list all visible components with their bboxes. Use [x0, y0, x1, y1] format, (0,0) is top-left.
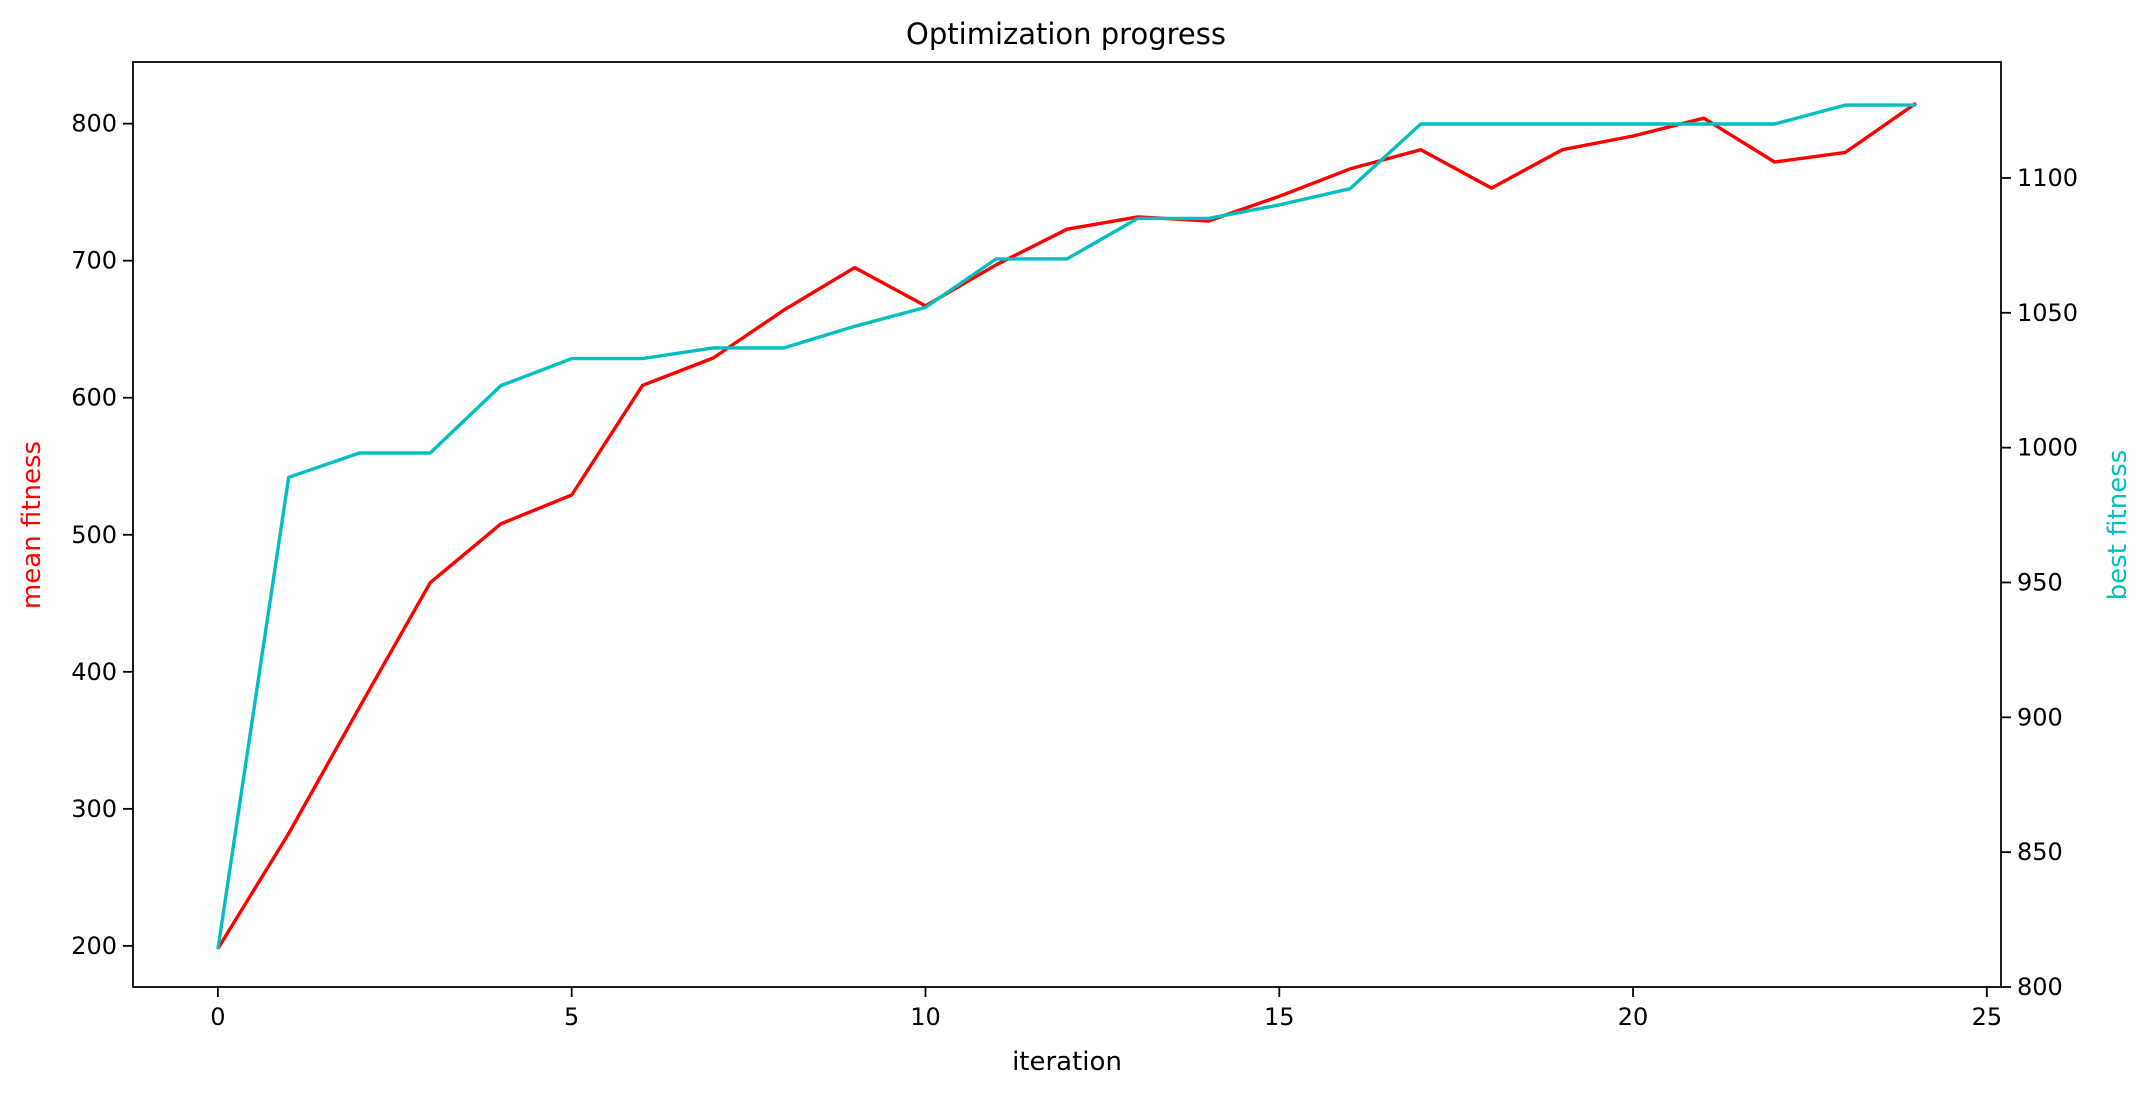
right-y-axis-label: best fitness [2103, 450, 2133, 601]
left-y-tick-label: 200 [71, 932, 117, 960]
left-y-tick-label: 400 [71, 658, 117, 686]
left-y-tick-label: 800 [71, 110, 117, 138]
left-y-tick-label: 700 [71, 247, 117, 275]
right-y-tick-label: 1100 [2017, 164, 2078, 192]
x-tick-label: 20 [1618, 1003, 1649, 1031]
right-y-tick-label: 800 [2017, 973, 2063, 1001]
right-y-tick-label: 850 [2017, 838, 2063, 866]
x-tick-label: 0 [210, 1003, 225, 1031]
left-y-tick-label: 500 [71, 521, 117, 549]
right-y-tick-label: 1050 [2017, 299, 2078, 327]
x-tick-label: 15 [1264, 1003, 1295, 1031]
x-tick-label: 10 [910, 1003, 941, 1031]
chart-title: Optimization progress [906, 17, 1226, 51]
right-y-tick-label: 950 [2017, 568, 2063, 596]
left-y-tick-label: 600 [71, 384, 117, 412]
left-y-axis-label: mean fitness [17, 441, 47, 609]
x-axis-label: iteration [1012, 1047, 1122, 1077]
x-tick-label: 5 [564, 1003, 579, 1031]
right-y-tick-label: 1000 [2017, 434, 2078, 462]
x-tick-label: 25 [1972, 1003, 2003, 1031]
left-y-tick-label: 300 [71, 795, 117, 823]
right-y-tick-label: 900 [2017, 703, 2063, 731]
